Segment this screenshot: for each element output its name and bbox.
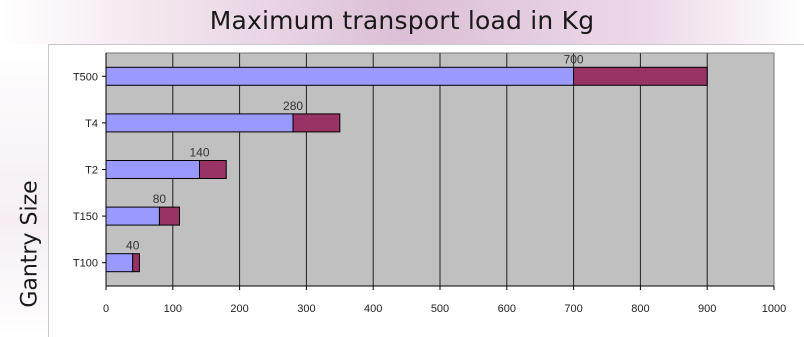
x-tick-label: 600 xyxy=(498,303,516,315)
data-label: 140 xyxy=(190,146,210,160)
bar-t150-segment-1 xyxy=(105,206,160,226)
bar-t150-segment-2 xyxy=(158,206,180,226)
y-tick-label: T2 xyxy=(85,165,98,177)
y-tick-label: T100 xyxy=(73,258,98,270)
data-label: 40 xyxy=(126,239,140,253)
bar-t100-segment-2 xyxy=(132,253,140,273)
chart-title: Maximum transport load in Kg xyxy=(209,6,595,35)
x-tick-label: 400 xyxy=(364,303,382,315)
data-label: 80 xyxy=(153,192,167,206)
y-tick-label: T4 xyxy=(85,118,98,130)
bar-t2-segment-1 xyxy=(105,160,201,179)
bar-t100-segment-1 xyxy=(105,253,134,273)
x-tick-label: 1000 xyxy=(762,303,786,315)
bar-t4-segment-2 xyxy=(292,113,341,133)
x-tick-label: 700 xyxy=(564,303,582,315)
x-tick-label: 200 xyxy=(230,303,248,315)
y-tick-label: T500 xyxy=(73,71,98,83)
x-tick-label: 800 xyxy=(631,303,649,315)
title-band xyxy=(0,0,804,44)
x-tick-label: 100 xyxy=(164,303,182,315)
y-tick-label: T150 xyxy=(73,211,98,223)
y-axis-label-area: Gantry Size xyxy=(0,44,48,336)
bar-t500-segment-2 xyxy=(573,66,708,86)
bar-t500-segment-1 xyxy=(105,66,575,86)
data-label: 280 xyxy=(283,99,303,113)
x-tick-label: 0 xyxy=(103,303,109,315)
x-tick-label: 300 xyxy=(297,303,315,315)
data-label: 700 xyxy=(564,52,584,66)
bar-t4-segment-1 xyxy=(105,113,294,133)
x-tick-label: 500 xyxy=(431,303,449,315)
x-tick-label: 900 xyxy=(698,303,716,315)
bar-t2-segment-2 xyxy=(199,160,227,179)
